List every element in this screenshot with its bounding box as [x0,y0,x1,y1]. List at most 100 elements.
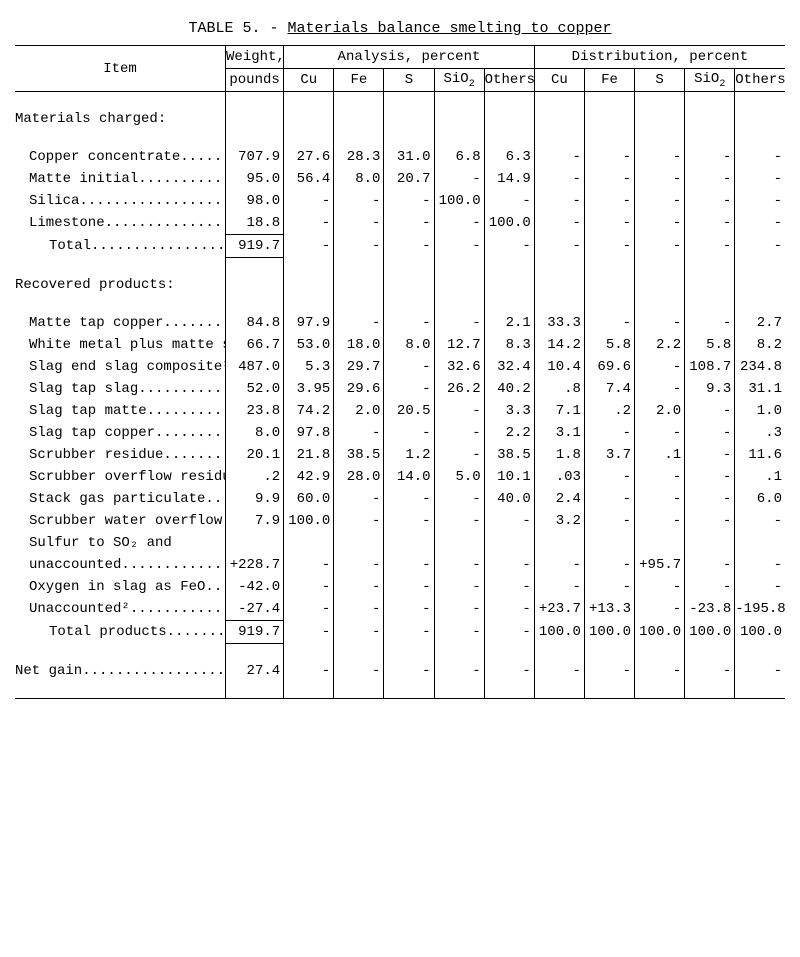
analysis-cell: - [384,621,434,644]
distribution-cell: - [584,190,634,212]
analysis-cell: 31.0 [384,146,434,168]
analysis-cell: - [384,488,434,510]
distribution-cell: 2.7 [735,312,785,334]
weight-cell: 8.0 [226,422,284,444]
weight-cell: 23.8 [226,400,284,422]
analysis-cell: - [434,400,484,422]
analysis-cell: 6.3 [484,146,534,168]
item-label: Net gain.................... [15,660,226,682]
item-label: Matte tap copper........... [15,312,226,334]
table-row: White metal plus matte slag66.753.018.08… [15,334,785,356]
item-label: Slag tap slag.............. [15,378,226,400]
analysis-cell: 10.1 [484,466,534,488]
table-row: Oxygen in slag as FeO......-42.0--------… [15,576,785,598]
table-row: Scrubber overflow residue...242.928.014.… [15,466,785,488]
analysis-cell: - [284,598,334,621]
table-row [15,682,785,699]
weight-cell: 84.8 [226,312,284,334]
analysis-cell: 32.4 [484,356,534,378]
hdr-d-fe: Fe [584,69,634,92]
weight-cell: -42.0 [226,576,284,598]
analysis-cell: 28.3 [334,146,384,168]
distribution-cell: - [534,212,584,235]
analysis-cell: - [384,212,434,235]
distribution-cell: - [735,212,785,235]
distribution-cell: - [635,168,685,190]
analysis-cell: 40.0 [484,488,534,510]
table-row: Stack gas particulate......9.960.0---40.… [15,488,785,510]
item-label: Limestone.................. [15,212,226,235]
weight-cell: 707.9 [226,146,284,168]
distribution-cell: - [584,212,634,235]
distribution-cell: - [635,146,685,168]
distribution-cell: - [685,554,735,576]
distribution-cell: - [685,444,735,466]
distribution-cell [735,532,785,554]
analysis-cell: - [434,660,484,682]
item-label: Scrubber overflow residue.. [15,466,226,488]
distribution-cell: 5.8 [584,334,634,356]
distribution-cell: 5.8 [685,334,735,356]
weight-cell: 18.8 [226,212,284,235]
analysis-cell: 97.8 [284,422,334,444]
analysis-cell: 20.5 [384,400,434,422]
distribution-cell: - [534,660,584,682]
analysis-cell: - [434,444,484,466]
distribution-cell: 3.2 [534,510,584,532]
analysis-cell: - [384,660,434,682]
distribution-cell: 7.1 [534,400,584,422]
distribution-cell: +95.7 [635,554,685,576]
distribution-cell: - [635,660,685,682]
analysis-cell: 3.3 [484,400,534,422]
analysis-cell: - [284,235,334,258]
distribution-cell: - [635,488,685,510]
analysis-cell: 97.9 [284,312,334,334]
distribution-cell: - [584,554,634,576]
distribution-cell: - [584,146,634,168]
weight-cell: 9.9 [226,488,284,510]
analysis-cell: 18.0 [334,334,384,356]
analysis-cell: - [384,422,434,444]
analysis-cell: - [384,356,434,378]
table-title: TABLE 5. - Materials balance smelting to… [15,20,785,37]
analysis-cell: - [434,554,484,576]
distribution-cell: - [685,660,735,682]
distribution-cell: - [735,146,785,168]
analysis-cell: - [434,312,484,334]
analysis-cell: - [334,660,384,682]
distribution-cell: - [735,190,785,212]
analysis-cell: - [484,510,534,532]
analysis-cell: - [334,621,384,644]
analysis-cell: - [434,422,484,444]
table-row [15,258,785,275]
distribution-cell: - [635,190,685,212]
distribution-cell: - [635,212,685,235]
distribution-cell: 3.1 [534,422,584,444]
table-row: Copper concentrate.........707.927.628.3… [15,146,785,168]
table-row: Total products........919.7-----100.0100… [15,621,785,644]
weight-cell: -27.4 [226,598,284,621]
analysis-cell: - [334,212,384,235]
weight-cell: 95.0 [226,168,284,190]
table-row: Scrubber water overflow....7.9100.0----3… [15,510,785,532]
item-label: Unaccounted²............... [15,598,226,621]
analysis-cell: - [334,576,384,598]
title-main: Materials balance smelting to copper [287,20,611,37]
weight-cell: 919.7 [226,235,284,258]
distribution-cell: - [735,554,785,576]
analysis-cell: - [384,510,434,532]
item-label: unaccounted............... [15,554,226,576]
analysis-cell: 3.95 [284,378,334,400]
table-row [15,644,785,661]
distribution-cell: - [584,488,634,510]
distribution-cell: - [635,576,685,598]
item-label: Slag tap matte............. [15,400,226,422]
analysis-cell: 27.6 [284,146,334,168]
distribution-cell: 100.0 [584,621,634,644]
distribution-cell: .03 [534,466,584,488]
distribution-cell: 1.0 [735,400,785,422]
item-label: Total................. [15,235,226,258]
hdr-d-s: S [635,69,685,92]
item-label: Slag tap copper............ [15,422,226,444]
weight-cell: 919.7 [226,621,284,644]
